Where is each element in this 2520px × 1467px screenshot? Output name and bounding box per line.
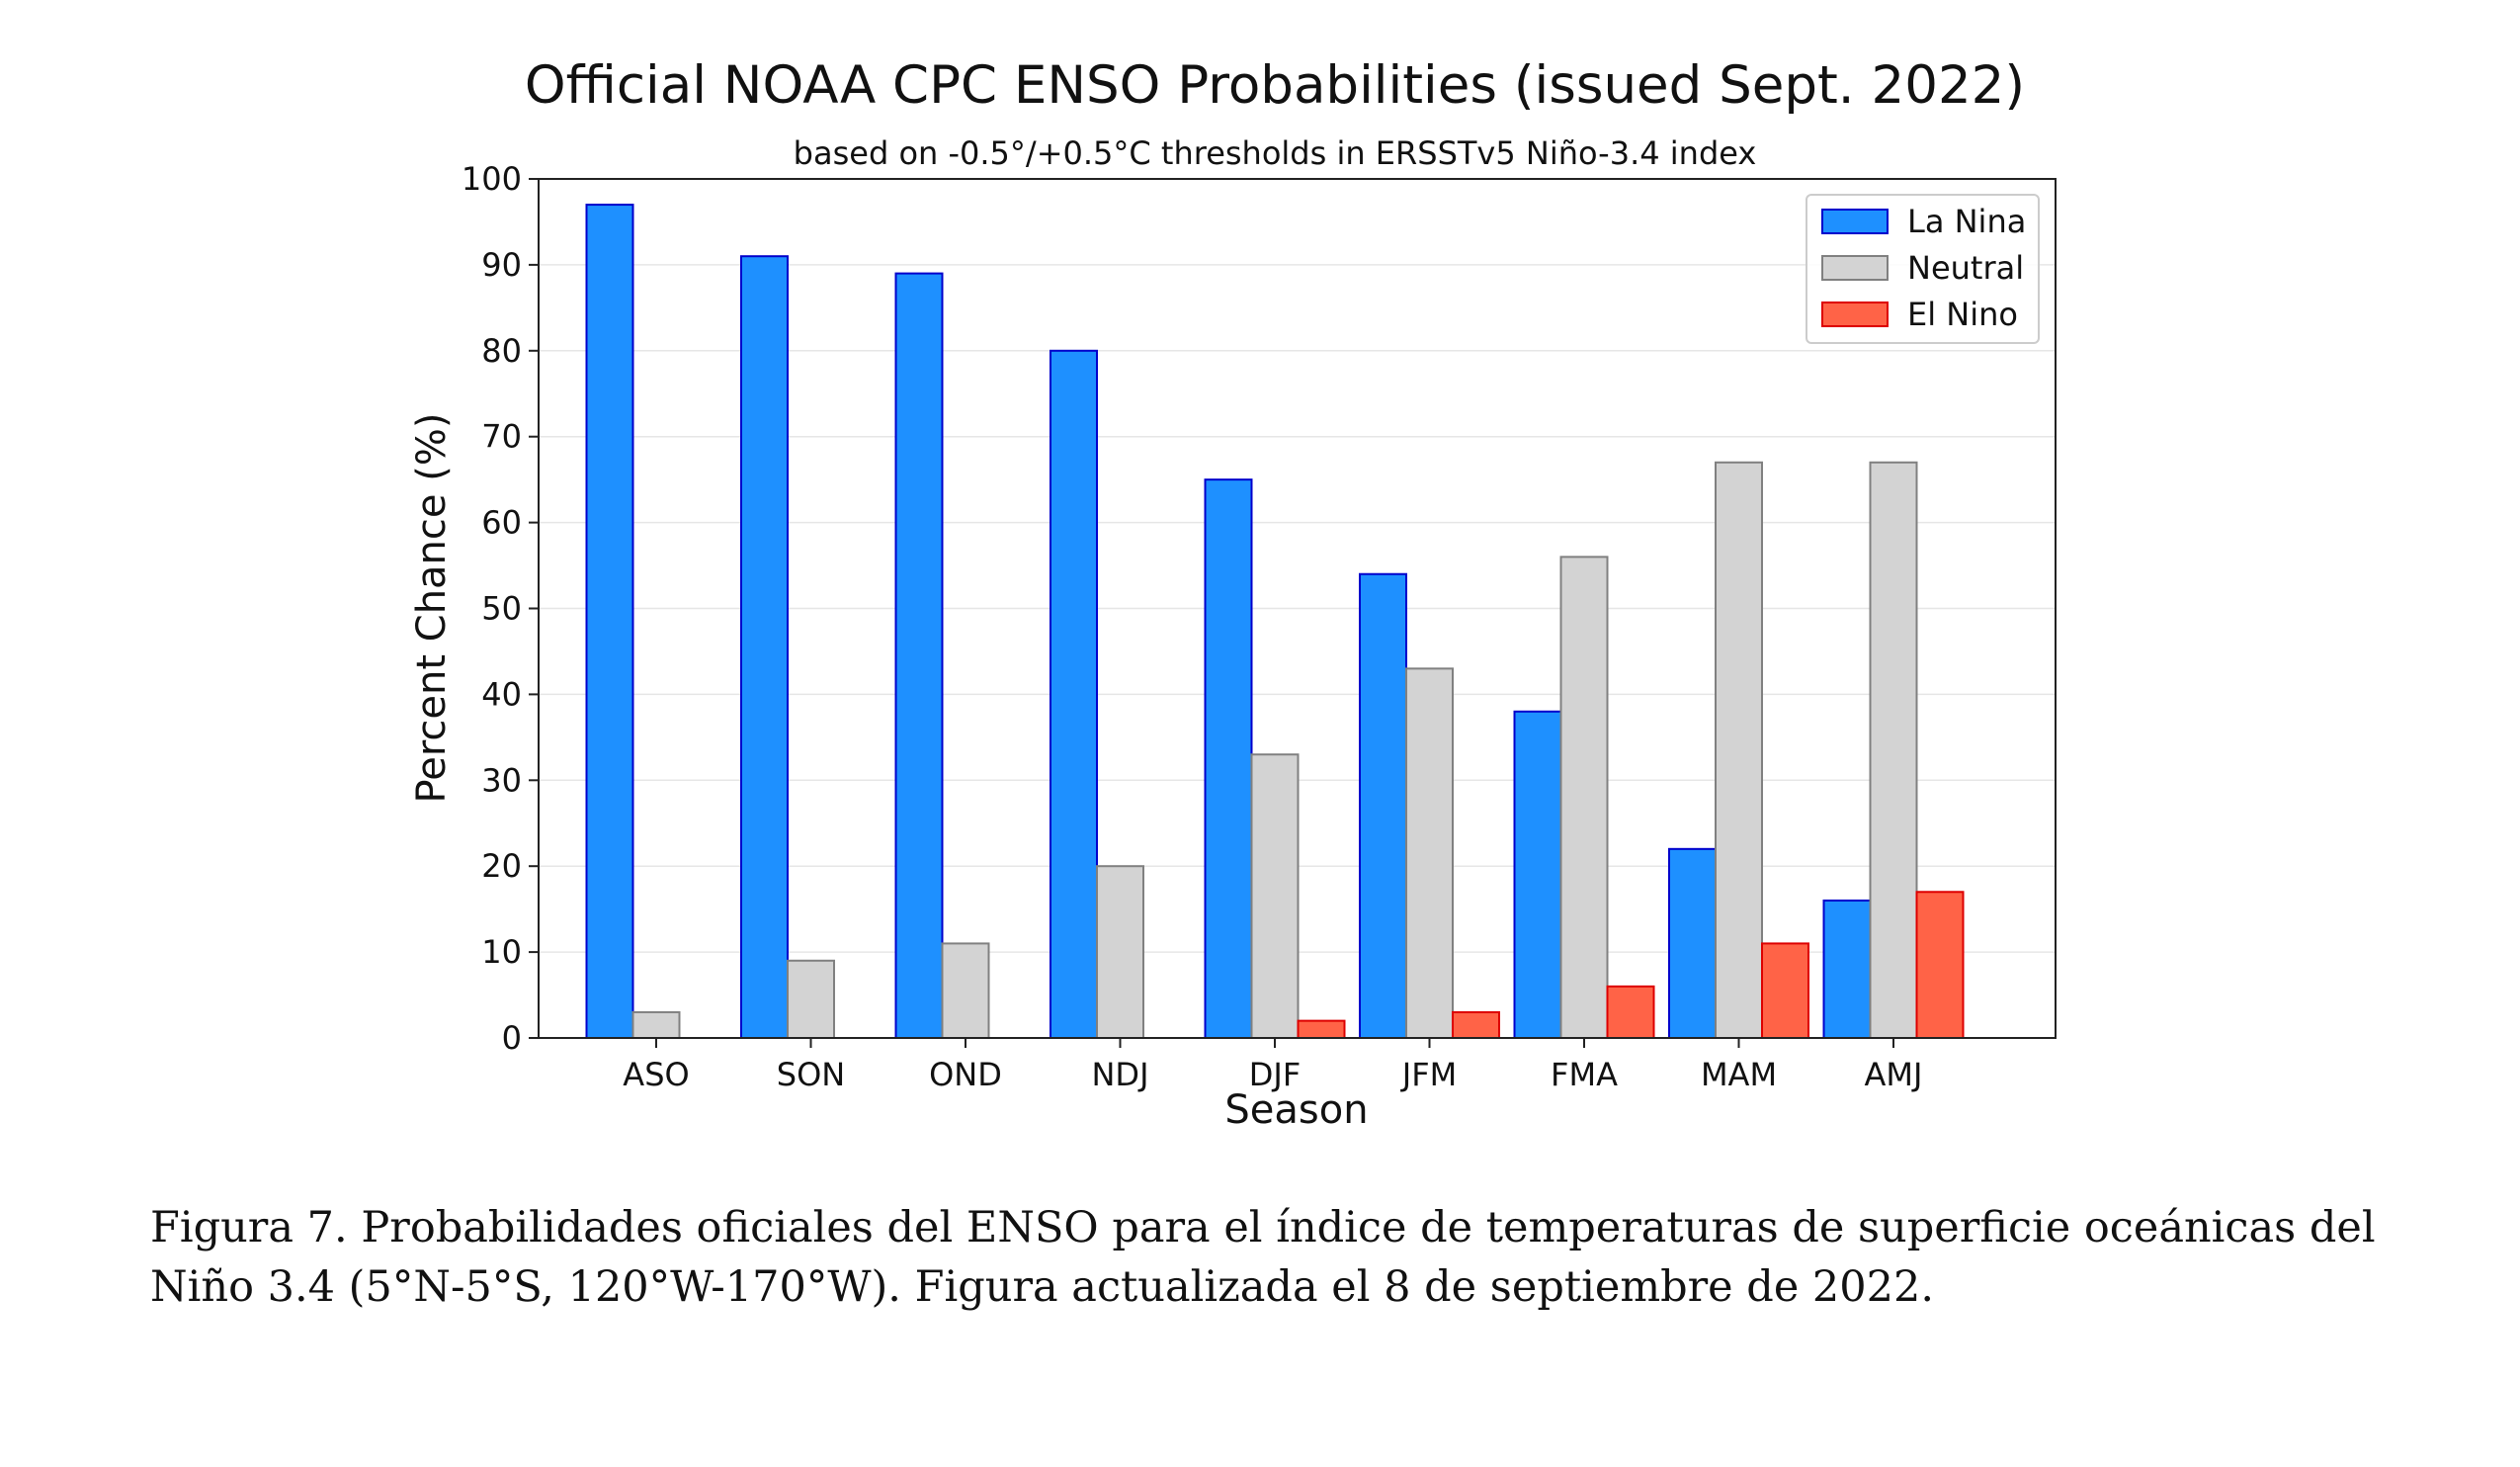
y-axis-ticks: 0 10 20 30 40 50 60 70 80 90 100 [462,160,539,1057]
x-axis-ticks: ASO SON OND NDJ DJF JFM FMA MAM AMJ [623,1038,1922,1093]
chart-subtitle: based on -0.5°/+0.5°C thresholds in ERSS… [794,134,1757,172]
bar-la-nina-aso [585,204,634,1039]
x-tick-label: FMA [1551,1056,1618,1093]
bar-el-nino-djf [1297,1019,1346,1039]
legend-swatch [1821,255,1889,281]
bar-la-nina-djf [1204,478,1253,1039]
y-tick-label: 0 [502,1019,522,1057]
x-tick-label: NDJ [1091,1056,1148,1093]
y-tick-label: 70 [481,418,522,456]
bar-neutral-ond [941,942,990,1039]
bar-neutral-jfm [1405,667,1454,1040]
bar-la-nina-mam [1668,847,1717,1039]
legend: La Nina Neutral El Nino [1806,194,2040,344]
legend-swatch [1821,209,1889,234]
x-tick-label: JFM [1400,1056,1457,1093]
x-tick-label: SON [777,1056,845,1093]
x-tick-label: OND [929,1056,1002,1093]
y-axis-label: Percent Chance (%) [409,413,455,804]
y-tick-label: 30 [481,761,522,799]
bar-neutral-amj [1869,461,1918,1039]
legend-label: Neutral [1907,249,2024,287]
y-tick-label: 10 [481,933,522,971]
y-tick-label: 50 [481,590,522,628]
bars [585,204,1965,1040]
y-tick-label: 100 [462,160,522,198]
bar-neutral-aso [631,1010,681,1039]
y-tick-label: 60 [481,504,522,542]
legend-label: El Nino [1907,296,2018,333]
legend-label: La Nina [1907,203,2026,240]
bar-la-nina-amj [1822,899,1872,1040]
x-tick-label: DJF [1249,1056,1301,1093]
bar-la-nina-ond [894,272,944,1039]
bar-neutral-ndj [1096,865,1144,1040]
bar-la-nina-son [740,255,789,1039]
x-tick-label: MAM [1701,1056,1777,1093]
bar-la-nina-fma [1513,710,1562,1040]
bar-neutral-son [787,959,835,1039]
bar-el-nino-amj [1915,891,1965,1040]
y-tick-label: 40 [481,675,522,713]
bar-la-nina-ndj [1050,349,1098,1039]
y-tick-label: 80 [481,332,522,370]
y-tick-label: 20 [481,847,522,885]
x-axis-label: Season [1224,1087,1368,1133]
bar-neutral-fma [1559,556,1609,1039]
y-tick-label: 90 [481,246,522,284]
bar-la-nina-jfm [1359,572,1407,1039]
x-tick-label: ASO [623,1056,689,1093]
bar-el-nino-fma [1606,985,1655,1039]
legend-swatch [1821,302,1889,327]
legend-items: La Nina Neutral El Nino [1821,203,2026,333]
figure-caption: Figura 7. Probabilidades oficiales del E… [150,1203,2376,1312]
bar-el-nino-jfm [1452,1010,1500,1039]
bar-neutral-djf [1250,753,1300,1039]
x-tick-label: AMJ [1865,1056,1923,1093]
bar-neutral-mam [1715,461,1763,1039]
bar-el-nino-mam [1761,942,1809,1039]
chart-title: Official NOAA CPC ENSO Probabilities (is… [525,55,2025,116]
